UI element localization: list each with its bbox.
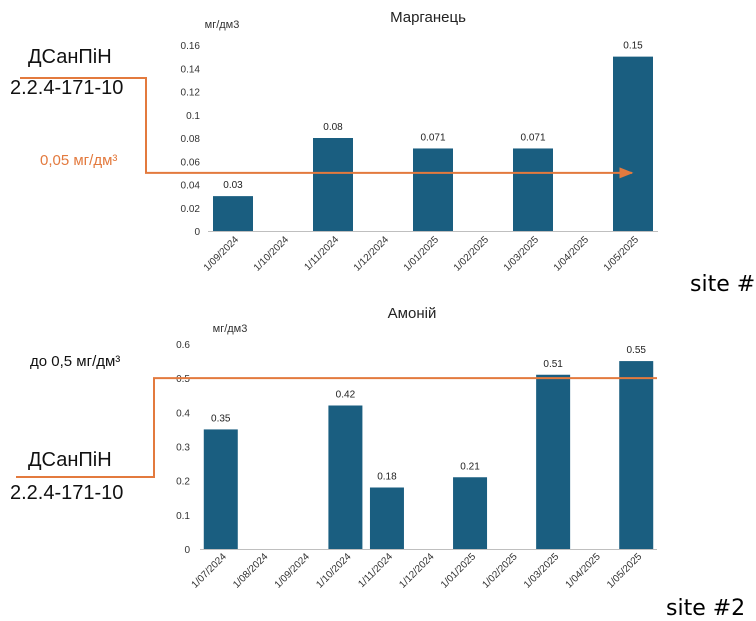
data-label: 0.42 xyxy=(336,390,356,401)
y-tick-label: 0.06 xyxy=(181,157,201,168)
x-tick-label: 1/12/2024 xyxy=(397,551,437,591)
y-axis-label: мг/дм3 xyxy=(213,323,248,335)
y-tick-label: 0.3 xyxy=(176,443,190,454)
top-limit-label: 0,05 мг/дм³ xyxy=(40,152,118,169)
data-label: 0.071 xyxy=(420,132,445,143)
x-tick-label: 1/11/2024 xyxy=(356,551,395,590)
x-tick-label: 1/09/2024 xyxy=(202,234,242,274)
bar xyxy=(513,148,553,231)
y-tick-label: 0.16 xyxy=(181,41,201,52)
x-tick-label: 1/09/2024 xyxy=(273,551,313,591)
y-tick-label: 0.6 xyxy=(176,340,190,351)
y-tick-label: 0.08 xyxy=(181,134,201,145)
x-tick-label: 1/11/2024 xyxy=(302,234,341,273)
x-tick-label: 1/07/2024 xyxy=(190,551,230,591)
data-label: 0.071 xyxy=(520,132,545,143)
bar xyxy=(328,405,363,549)
site-2-label: site #2 xyxy=(666,596,746,621)
y-tick-label: 0.04 xyxy=(181,181,201,192)
y-tick-label: 0.1 xyxy=(186,111,200,122)
y-tick-label: 0 xyxy=(194,227,200,238)
data-label: 0.08 xyxy=(323,122,343,133)
ammonium-chart: Амоній мг/дм3 0 0.1 0.2 0.3 0.4 0.5 0.6 0.35 1/07/… xyxy=(176,305,657,591)
x-tick-label: 1/03/2025 xyxy=(522,551,562,591)
bar xyxy=(536,374,571,549)
bottom-norm-name: ДСанПіН xyxy=(28,449,112,471)
manganese-chart: Марганець мг/дм3 0 0.02 0.04 0.06 0.08 0.1 0.12 0… xyxy=(181,9,658,274)
bar xyxy=(619,361,654,549)
x-tick-label: 1/08/2024 xyxy=(231,551,271,591)
data-label: 0.15 xyxy=(623,41,643,52)
x-tick-label: 1/12/2024 xyxy=(352,234,392,274)
site-1-label: site #1 xyxy=(690,272,756,297)
top-norm-name: ДСанПіН xyxy=(28,46,112,68)
y-tick-label: 0.4 xyxy=(176,408,190,419)
bottom-norm-code: 2.2.4-171-10 xyxy=(10,482,124,504)
x-tick-label: 1/04/2025 xyxy=(564,551,604,591)
top-norm-code: 2.2.4-171-10 xyxy=(10,77,124,99)
data-label: 0.21 xyxy=(460,461,480,472)
y-tick-label: 0.14 xyxy=(181,64,201,75)
x-tick-label: 1/01/2025 xyxy=(402,234,442,274)
norm-connectors xyxy=(16,77,657,478)
x-tick-label: 1/03/2025 xyxy=(502,234,542,274)
reference-arrow-top xyxy=(20,77,634,179)
reference-line-bottom xyxy=(16,377,657,478)
bar xyxy=(453,477,488,549)
x-tick-label: 1/05/2025 xyxy=(602,234,642,274)
y-tick-label: 0.02 xyxy=(181,204,201,215)
bar xyxy=(213,196,253,231)
bar xyxy=(613,56,653,231)
x-tick-label: 1/02/2025 xyxy=(480,551,520,591)
y-tick-label: 0.2 xyxy=(176,477,190,488)
bar xyxy=(413,148,453,231)
x-tick-label: 1/01/2025 xyxy=(439,551,479,591)
bar xyxy=(203,429,238,549)
y-tick-label: 0 xyxy=(184,545,190,556)
x-tick-label: 1/04/2025 xyxy=(552,234,592,274)
x-tick-label: 1/10/2024 xyxy=(314,551,354,591)
y-axis-label: мг/дм3 xyxy=(205,19,240,31)
data-label: 0.55 xyxy=(626,345,646,356)
x-tick-label: 1/10/2024 xyxy=(252,234,292,274)
data-label: 0.03 xyxy=(223,180,243,191)
y-tick-label: 0.12 xyxy=(181,88,201,99)
y-tick-label: 0.5 xyxy=(176,374,190,385)
chart-title: Амоній xyxy=(388,305,437,322)
bottom-limit-label: до 0,5 мг/дм³ xyxy=(30,353,121,370)
x-tick-label: 1/05/2025 xyxy=(605,551,645,591)
chart-title: Марганець xyxy=(390,9,466,26)
x-tick-label: 1/02/2025 xyxy=(452,234,492,274)
data-label: 0.51 xyxy=(543,359,563,370)
data-label: 0.18 xyxy=(377,472,397,483)
data-label: 0.35 xyxy=(211,413,231,424)
bar xyxy=(369,487,404,549)
bar xyxy=(313,138,353,231)
y-tick-label: 0.1 xyxy=(176,511,190,522)
